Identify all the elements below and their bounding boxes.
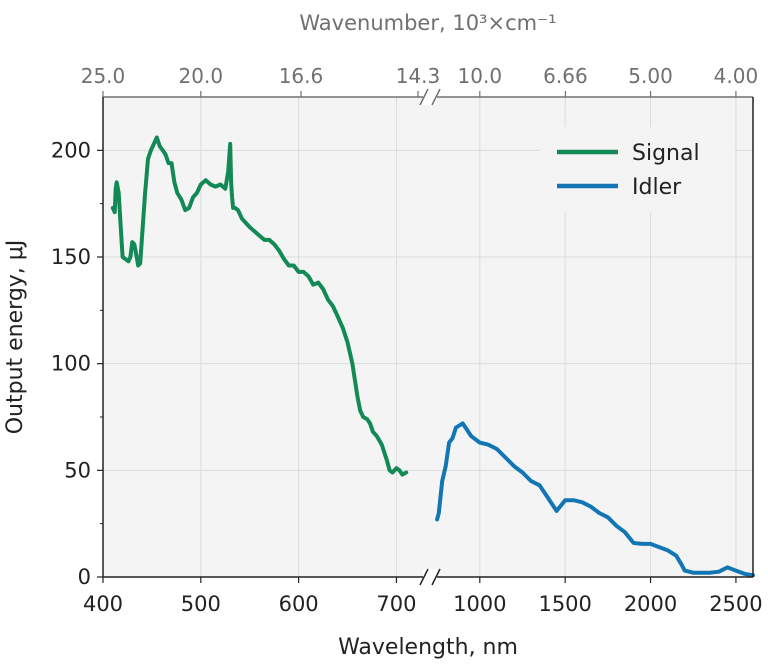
x-tick-label: 400 xyxy=(83,592,123,616)
series-layer xyxy=(110,135,755,578)
x-axis-title: Wavelength, nm xyxy=(338,635,518,660)
axis-break-slash xyxy=(431,88,441,106)
top-tick-label: 20.0 xyxy=(179,64,224,88)
top-tick-label: 10.0 xyxy=(458,64,503,88)
axis-break-mask xyxy=(423,569,437,585)
axis-ticks xyxy=(97,91,737,583)
y-tick-label: 150 xyxy=(51,245,91,269)
top-tick-label: 5.00 xyxy=(628,64,673,88)
axis-break-slash xyxy=(431,568,441,586)
series-line-signal xyxy=(110,135,409,477)
top-axis-title: Wavenumber, 10³×cm⁻¹ xyxy=(299,11,556,35)
legend: Signal Idler xyxy=(540,127,735,213)
y-tick-label: 0 xyxy=(78,565,91,589)
legend-signal-label: Signal xyxy=(632,141,700,166)
plot-frame xyxy=(102,96,754,578)
y-axis-title: Output energy, μJ xyxy=(3,240,28,435)
y-tick-label: 50 xyxy=(64,458,91,482)
axis-break-slash xyxy=(419,88,429,106)
top-tick-label: 25.0 xyxy=(81,64,126,88)
x-tick-label: 1500 xyxy=(538,592,591,616)
legend-box xyxy=(540,127,735,213)
y-tick-label: 100 xyxy=(51,352,91,376)
top-tick-label: 6.66 xyxy=(543,64,588,88)
legend-idler-label: Idler xyxy=(632,175,682,200)
x-tick-label: 700 xyxy=(376,592,416,616)
series-line-idler xyxy=(435,421,755,578)
axis-break-slash xyxy=(419,568,429,586)
x-tick-label: 600 xyxy=(279,592,319,616)
axis-break-mask xyxy=(423,89,437,105)
top-tick-label: 14.3 xyxy=(396,64,441,88)
axis-break-marks xyxy=(419,88,441,586)
x-tick-label: 2500 xyxy=(709,592,762,616)
x-tick-label: 1000 xyxy=(453,592,506,616)
x-tick-label: 2000 xyxy=(624,592,677,616)
y-tick-label: 200 xyxy=(51,138,91,162)
top-tick-label: 4.00 xyxy=(714,64,759,88)
tick-labels: 0 50 100 150 200 400 500 600 700 1000 1500 2000 2500… xyxy=(51,64,763,616)
x-tick-label: 500 xyxy=(181,592,221,616)
top-tick-label: 16.6 xyxy=(279,64,324,88)
